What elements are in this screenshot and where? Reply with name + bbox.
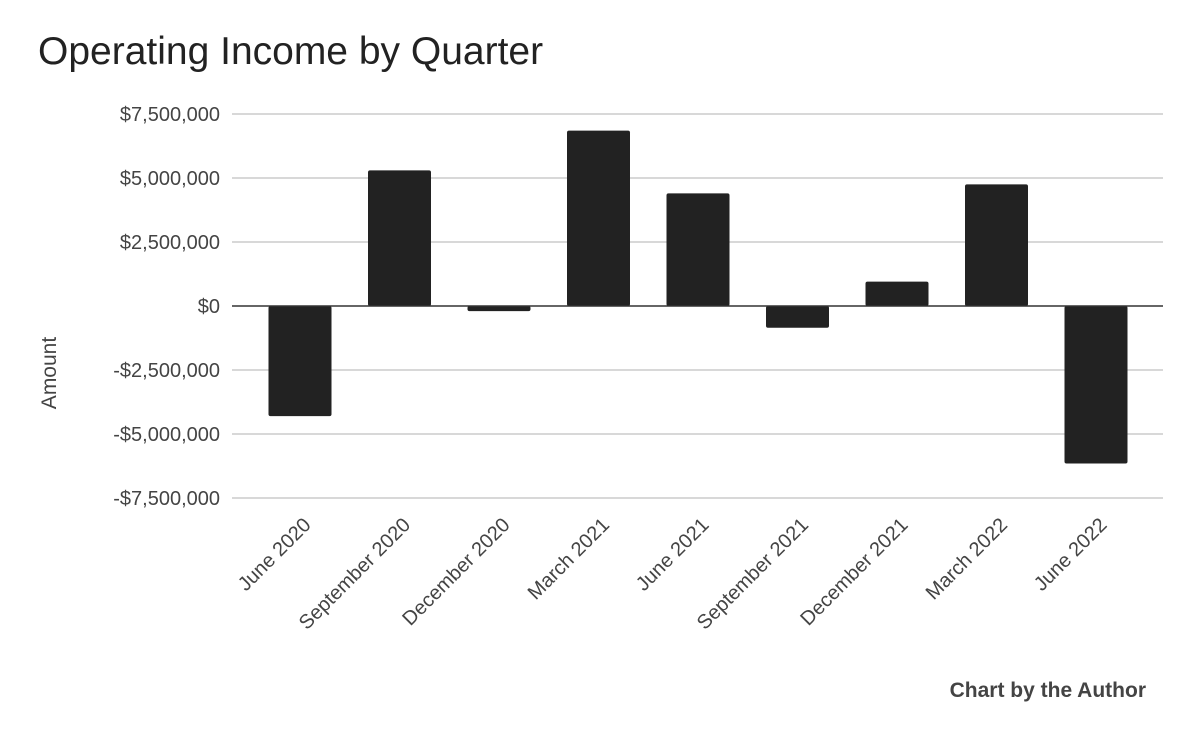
x-tick-label: December 2020 xyxy=(398,514,514,630)
y-tick-label: $0 xyxy=(198,296,220,318)
x-tick-label: December 2021 xyxy=(796,514,912,630)
y-tick-label: $2,500,000 xyxy=(120,232,220,254)
bar xyxy=(368,170,431,306)
bar xyxy=(567,130,630,306)
x-tick-label: June 2022 xyxy=(1030,514,1112,596)
y-axis-ticks: $7,500,000 $5,000,000 $2,500,000 $0 -$2,500,… xyxy=(113,104,220,510)
chart-title: Operating Income by Quarter xyxy=(38,30,544,73)
chart-credit: Chart by the Author xyxy=(949,679,1146,702)
y-tick-label: $7,500,000 xyxy=(120,104,220,126)
y-tick-label: $5,000,000 xyxy=(120,168,220,190)
bar xyxy=(666,193,730,306)
bar xyxy=(965,184,1028,306)
bar xyxy=(865,281,929,306)
x-tick-label: March 2022 xyxy=(922,514,1012,604)
y-tick-label: -$5,000,000 xyxy=(113,424,220,446)
y-tick-label: -$2,500,000 xyxy=(113,360,220,382)
bar xyxy=(1064,306,1128,464)
x-tick-label: March 2021 xyxy=(524,514,614,604)
x-tick-label: June 2020 xyxy=(234,514,316,596)
y-tick-label: -$7,500,000 xyxy=(113,488,220,510)
x-tick-label: June 2021 xyxy=(632,514,714,596)
bar xyxy=(766,306,829,328)
y-axis-title: Amount xyxy=(38,337,61,410)
bar xyxy=(467,306,531,312)
bar xyxy=(268,306,332,417)
bars xyxy=(268,130,1128,464)
